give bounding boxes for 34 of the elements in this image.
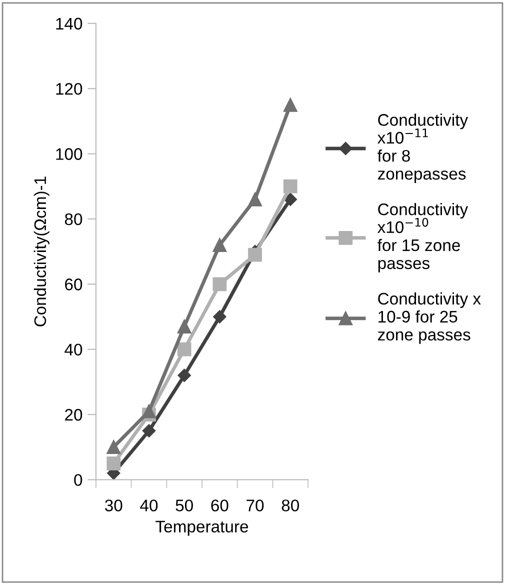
y-tick-label: 140 — [56, 18, 82, 30]
point — [248, 248, 262, 262]
point — [283, 98, 298, 112]
y-tick-label: 100 — [56, 148, 82, 160]
x-axis-title: Temperature — [156, 520, 248, 536]
legend-label: Conductivity x10$^{−11}$ for 8 zonepasses — [377, 114, 468, 184]
point — [283, 179, 298, 194]
point — [178, 368, 191, 382]
point — [284, 192, 297, 206]
point — [248, 192, 262, 206]
x-tick-label: 30 — [104, 500, 122, 512]
point — [213, 310, 226, 324]
point — [106, 456, 121, 470]
x-tick-label: 50 — [176, 500, 193, 512]
y-tick-label: 120 — [56, 82, 82, 95]
point — [212, 238, 227, 252]
y-tick-label: 60 — [65, 278, 82, 290]
legend-label: Conductivity x10$^{−10}$ for 15 zone passes — [377, 203, 468, 272]
point — [106, 440, 121, 454]
x-tick-label: 40 — [140, 500, 158, 512]
point — [212, 277, 227, 292]
y-tick-label: 0 — [74, 474, 82, 486]
point — [142, 404, 156, 418]
y-tick-label: 80 — [64, 213, 82, 226]
x-tick-label: 70 — [246, 500, 264, 512]
x-tick-label: 60 — [211, 500, 228, 512]
legend-label: Conductivity x 10-9 for 25 zone passes — [378, 292, 481, 344]
point — [177, 320, 192, 334]
y-axis-title: Conductivity(Ωcm)-1 — [34, 176, 50, 326]
y-tick-label: 40 — [64, 344, 82, 356]
point — [177, 342, 192, 356]
y-tick-label: 20 — [65, 408, 82, 421]
point — [142, 424, 156, 438]
x-tick-label: 80 — [282, 500, 299, 512]
